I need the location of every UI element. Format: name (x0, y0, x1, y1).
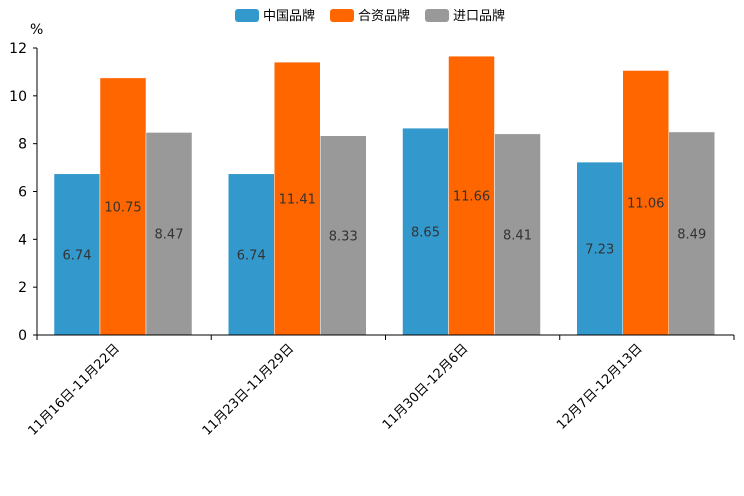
data-label-2-1: 10.75 (104, 200, 141, 215)
x-category-label: 11月23日-11月29日 (200, 341, 297, 438)
y-axis-unit-label: % (30, 22, 43, 38)
data-label-2-3: 11.66 (453, 190, 490, 205)
x-category-label: 12月7日-12月13日 (554, 341, 646, 433)
y-tick-label: 8 (18, 137, 27, 153)
legend-swatch-3 (425, 9, 449, 22)
bar-3-4 (668, 131, 715, 336)
legend-swatch-2 (330, 9, 354, 22)
legend: 中国品牌 合资品牌 进口品牌 (235, 8, 505, 24)
bar-1-1 (53, 173, 101, 336)
bar-2-1 (99, 77, 147, 336)
bar-series: 6.74 10.75 8.47 6.74 11.41 8.33 8.65 11.66 8.41 7… (53, 55, 715, 336)
data-label-3-1: 8.47 (155, 228, 184, 243)
data-label-2-2: 11.41 (279, 193, 316, 208)
y-tick-label: 6 (18, 185, 27, 201)
y-tick-label: 12 (9, 41, 27, 57)
bar-2-3 (448, 55, 495, 336)
legend-swatch-1 (235, 9, 259, 22)
data-label-1-3: 8.65 (411, 226, 440, 241)
data-label-1-4: 7.23 (585, 243, 614, 258)
y-axis: 0 2 4 6 8 10 12 (9, 41, 38, 344)
y-tick-label: 0 (18, 328, 27, 344)
data-label-3-4: 8.49 (677, 227, 706, 242)
legend-label-1: 中国品牌 (263, 8, 315, 24)
data-label-3-2: 8.33 (329, 229, 358, 244)
bar-2-4 (622, 70, 669, 336)
x-category-label: 11月30日-12月6日 (380, 341, 472, 433)
y-tick-label: 4 (18, 232, 27, 248)
legend-label-2: 合资品牌 (358, 8, 410, 24)
data-label-1-2: 6.74 (237, 248, 266, 263)
data-label-2-4: 11.06 (627, 197, 664, 212)
bar-3-1 (145, 132, 193, 336)
legend-label-3: 进口品牌 (453, 8, 505, 24)
bar-3-2 (320, 135, 367, 336)
data-label-3-3: 8.41 (503, 228, 532, 243)
bar-1-3 (402, 127, 449, 336)
y-tick-label: 2 (18, 280, 27, 296)
data-label-1-1: 6.74 (63, 248, 92, 263)
x-axis: 11月16日-11月22日 11月23日-11月29日 11月30日-12月6日 12… (25, 334, 735, 439)
y-tick-label: 10 (9, 89, 27, 105)
x-category-label: 11月16日-11月22日 (25, 341, 122, 438)
